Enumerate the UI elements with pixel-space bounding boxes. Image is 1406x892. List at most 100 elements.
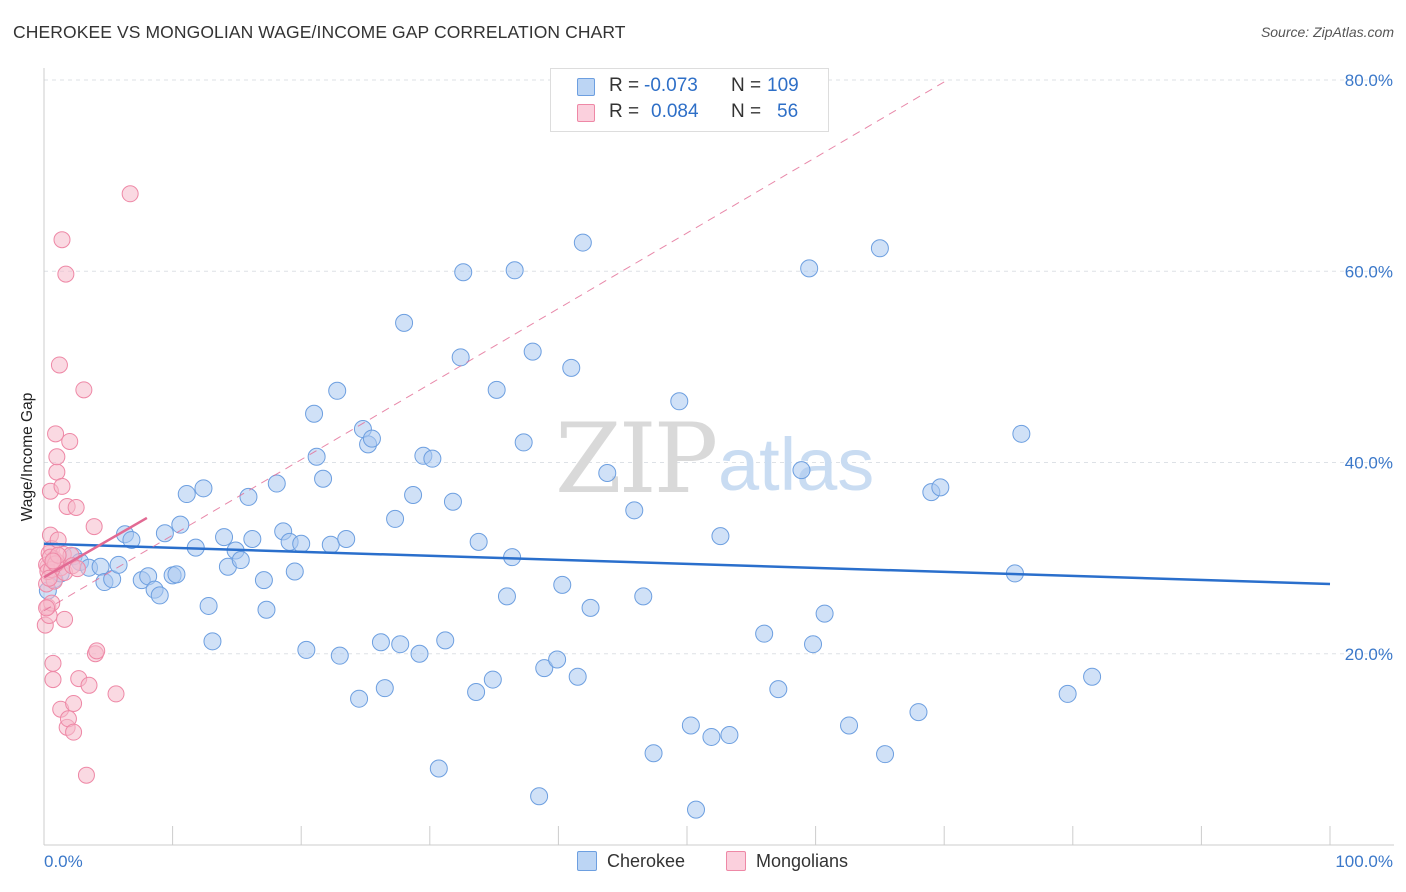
legend-r-label: R = bbox=[609, 75, 640, 96]
cherokee-point bbox=[870, 239, 889, 258]
cherokee-point bbox=[321, 535, 340, 554]
mongolian-trend-line bbox=[43, 516, 148, 579]
cherokee-point bbox=[931, 478, 950, 497]
cherokee-point bbox=[815, 604, 834, 623]
cherokee-point bbox=[876, 745, 895, 764]
mongolian-point bbox=[47, 425, 65, 443]
cherokee-point bbox=[467, 683, 486, 701]
mongolian-point bbox=[65, 723, 83, 741]
mongolian-point bbox=[53, 477, 71, 495]
cherokee-point bbox=[307, 447, 326, 466]
mongolian-point bbox=[61, 432, 79, 450]
cherokee-point bbox=[483, 670, 502, 689]
cherokee-point bbox=[840, 716, 859, 735]
cherokee-point bbox=[285, 562, 304, 581]
cherokee-point bbox=[239, 487, 258, 506]
cherokee-point bbox=[404, 486, 423, 505]
legend-swatch-mongolians bbox=[577, 104, 595, 122]
y-tick-label: 20.0% bbox=[1345, 645, 1393, 664]
legend-n-value: 109 bbox=[767, 75, 799, 96]
cherokee-point bbox=[330, 646, 349, 665]
y-tick-label: 80.0% bbox=[1345, 71, 1393, 90]
legend-r-value: 0.084 bbox=[651, 101, 699, 122]
mongolian-point bbox=[40, 569, 58, 587]
cherokee-point bbox=[1012, 424, 1031, 443]
cherokee-point bbox=[292, 534, 311, 553]
gridlines bbox=[44, 79, 1394, 655]
mongolian-point bbox=[57, 265, 75, 283]
cherokee-point bbox=[194, 479, 213, 498]
bottom-legend-label-cherokee: Cherokee bbox=[607, 851, 686, 871]
legend-row-cherokee: R = -0.073 N = 109 bbox=[551, 74, 828, 100]
cherokee-point bbox=[792, 461, 811, 480]
cherokee-point bbox=[203, 632, 222, 651]
cherokee-point bbox=[469, 532, 488, 551]
cherokee-point bbox=[429, 759, 448, 778]
mongolian-point bbox=[48, 448, 66, 466]
mongolian-point bbox=[50, 356, 68, 374]
cherokee-point bbox=[523, 342, 542, 361]
x-tick-label-min: 0.0% bbox=[44, 852, 83, 871]
legend-n-value: 56 bbox=[777, 101, 799, 122]
cherokee-point bbox=[171, 515, 190, 534]
y-tick-labels: 20.0% 40.0% 60.0% 80.0% bbox=[1345, 71, 1393, 664]
watermark-zip: ZIP bbox=[555, 403, 716, 515]
correlation-legend: R = -0.073 N = 109 R = 0.084 N = 56 bbox=[550, 68, 829, 132]
source-credit: Source: ZipAtlas.com bbox=[1260, 24, 1394, 40]
cherokee-point bbox=[800, 259, 819, 278]
cherokee-point bbox=[535, 659, 554, 678]
cherokee-point bbox=[231, 551, 250, 570]
cherokee-point bbox=[297, 640, 316, 659]
cherokee-point bbox=[362, 429, 381, 448]
cherokee-point bbox=[436, 631, 455, 650]
cherokee-point bbox=[548, 650, 567, 669]
mongolian-point bbox=[107, 685, 125, 703]
cherokee-point bbox=[386, 509, 405, 528]
legend-n-label: N = bbox=[731, 101, 762, 122]
cherokee-point bbox=[371, 633, 390, 652]
cherokee-point bbox=[177, 485, 196, 504]
mongolian-point bbox=[85, 518, 103, 536]
cherokee-point bbox=[122, 530, 141, 549]
cherokee-point bbox=[350, 689, 369, 708]
mongolian-point bbox=[121, 185, 139, 203]
cherokee-point bbox=[497, 587, 516, 606]
mongolian-point bbox=[75, 381, 93, 399]
cherokee-point bbox=[755, 624, 774, 643]
cherokee-point bbox=[1058, 684, 1077, 703]
legend-r-label: R = bbox=[609, 101, 640, 122]
cherokee-point bbox=[454, 263, 473, 282]
mongolian-point bbox=[53, 231, 71, 249]
bottom-legend-swatch-cherokee bbox=[577, 851, 597, 871]
legend-row-mongolians: R = 0.084 N = 56 bbox=[551, 100, 828, 126]
cherokee-point bbox=[687, 800, 706, 819]
cherokee-point bbox=[109, 555, 128, 574]
mongolian-point bbox=[44, 654, 62, 672]
cherokee-point bbox=[1083, 667, 1102, 686]
mongolian-point bbox=[88, 642, 106, 660]
trend-lines bbox=[43, 81, 1331, 612]
cherokee-point bbox=[423, 449, 442, 468]
mongolian-point bbox=[44, 671, 62, 689]
cherokee-point bbox=[215, 528, 234, 547]
y-tick-label: 40.0% bbox=[1345, 454, 1393, 473]
legend-n-label: N = bbox=[731, 75, 762, 96]
cherokee-point bbox=[375, 679, 394, 698]
cherokee-point bbox=[167, 565, 186, 584]
mongolian-trend-extension bbox=[43, 81, 945, 612]
cherokee-point bbox=[644, 744, 663, 763]
cherokee-point bbox=[199, 596, 218, 615]
cherokee-point bbox=[720, 726, 739, 745]
y-axis-label: Wage/Income Gap bbox=[19, 392, 36, 522]
bottom-legend-swatch-mongolians bbox=[726, 851, 746, 871]
cherokee-point bbox=[391, 635, 410, 654]
cherokee-point bbox=[562, 358, 581, 377]
cherokee-point bbox=[553, 575, 572, 594]
cherokee-point bbox=[702, 727, 721, 746]
cherokee-trend-line bbox=[43, 542, 1331, 586]
cherokee-point bbox=[573, 233, 592, 252]
cherokee-point bbox=[305, 404, 324, 423]
axes bbox=[43, 68, 1394, 846]
cherokee-point bbox=[267, 474, 286, 493]
cherokee-point bbox=[443, 492, 462, 511]
